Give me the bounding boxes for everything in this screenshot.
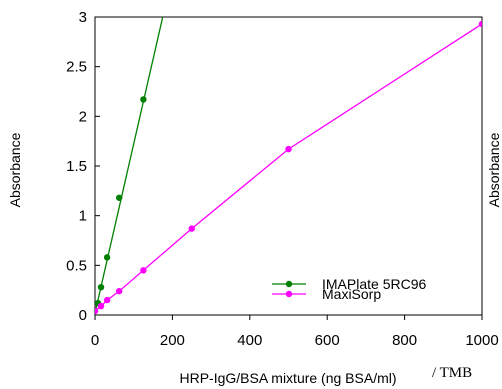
x-axis-title: HRP-IgG/BSA mixture (ng BSA/ml) (179, 370, 396, 386)
y-tick-label: 1 (79, 208, 87, 225)
x-tick-label: 1000 (465, 332, 498, 349)
legend-label: MaxiSorp (322, 286, 381, 302)
legend-entry: MaxiSorp (272, 286, 381, 302)
x-tick-label: 200 (160, 332, 185, 349)
legend-label: IMAPlate 5RC96 (322, 276, 426, 292)
data-point (95, 307, 99, 315)
series-line (95, 23, 482, 312)
y-tick-label: 2.5 (66, 59, 87, 76)
y-tick-label: 0 (79, 307, 87, 324)
series-line (95, 17, 164, 314)
data-point (115, 287, 123, 295)
x-tick-label: 800 (392, 332, 417, 349)
data-point (478, 20, 482, 28)
legend-entry: IMAPlate 5RC96 (272, 276, 426, 292)
data-point (103, 254, 111, 261)
data-point (97, 283, 105, 291)
data-point (103, 296, 111, 304)
y-axis-ticks: 0 0.5 1 1.5 2 2.5 3 (66, 9, 100, 324)
y-tick-label: 0.5 (66, 257, 87, 274)
series-layer (95, 17, 482, 315)
series-2 (95, 20, 482, 315)
y-tick-label: 1.5 (66, 158, 87, 175)
x-axis-ticks: 0 200 400 600 800 1000 (91, 315, 499, 349)
data-point (188, 225, 195, 232)
tmb-label: / TMB (432, 365, 472, 381)
y-tick-label: 2 (79, 108, 87, 125)
data-point (140, 96, 147, 103)
data-point (140, 267, 147, 274)
legend-marker (285, 280, 293, 288)
y-axis-title: Absorbance (7, 132, 23, 207)
legend-marker (285, 290, 293, 298)
data-point (97, 302, 105, 310)
y-tick-label: 3 (79, 9, 87, 26)
data-point (285, 145, 292, 153)
right-edge-ylabel-fragment: Absorbance (486, 132, 502, 207)
data-point (115, 194, 123, 201)
series-1 (95, 17, 164, 315)
x-tick-label: 400 (237, 332, 262, 349)
x-tick-label: 600 (315, 332, 340, 349)
x-tick-label: 0 (91, 332, 99, 349)
